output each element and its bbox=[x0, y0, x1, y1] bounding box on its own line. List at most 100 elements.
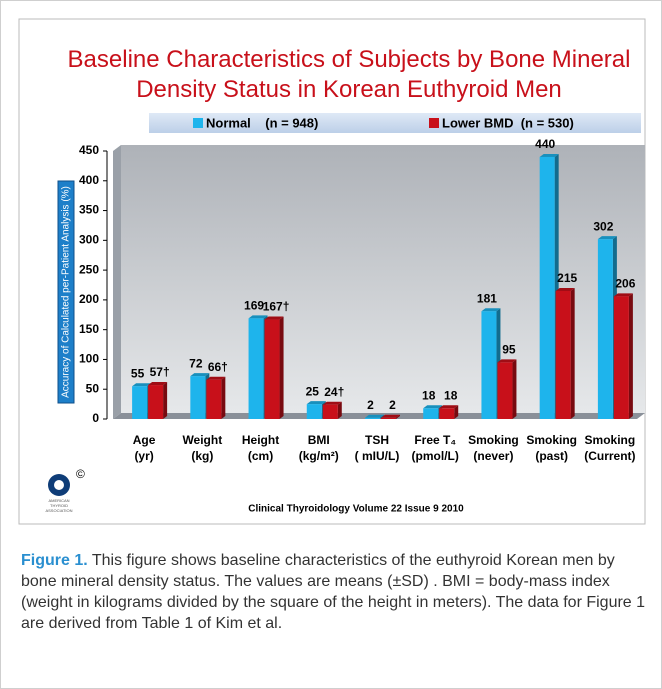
bar bbox=[132, 386, 148, 419]
y-tick-label: 200 bbox=[79, 292, 99, 306]
x-tick-label: Free T₄ (pmol/L) bbox=[412, 433, 459, 463]
value-label: 72 bbox=[189, 356, 203, 370]
bar bbox=[481, 311, 497, 419]
bar bbox=[439, 408, 455, 419]
value-label: 167† bbox=[263, 300, 290, 314]
y-tick-label: 0 bbox=[92, 411, 99, 425]
source: Clinical Thyroidology Volume 22 Issue 9 … bbox=[248, 504, 464, 515]
value-label: 206 bbox=[615, 276, 635, 290]
bar-top bbox=[439, 405, 459, 409]
bar bbox=[381, 417, 396, 419]
legend-band bbox=[149, 113, 641, 133]
bar-top bbox=[613, 293, 633, 297]
x-tick-label: BMI (kg/m²) bbox=[299, 433, 339, 463]
y-tick-label: 50 bbox=[86, 381, 100, 395]
value-label: 24† bbox=[324, 385, 344, 399]
legend-label: Lower BMD (n = 530) bbox=[442, 115, 574, 130]
x-tick-label: Smoking (past) bbox=[526, 433, 577, 463]
logo-inner bbox=[54, 480, 64, 490]
bar-top bbox=[206, 376, 226, 380]
bar-side bbox=[512, 359, 517, 419]
bar bbox=[497, 362, 513, 419]
bar-top bbox=[597, 236, 617, 240]
caption-text: This figure shows baseline characteristi… bbox=[21, 552, 646, 632]
bar-top bbox=[306, 401, 326, 405]
legend-swatch bbox=[429, 118, 439, 128]
bar-top bbox=[539, 153, 559, 157]
y-tick-label: 100 bbox=[79, 352, 99, 366]
value-label: 57† bbox=[150, 365, 170, 379]
value-label: 95 bbox=[502, 343, 516, 357]
value-label: 302 bbox=[593, 219, 613, 233]
y-axis-label: Accuracy of Calculated per-Patient Analy… bbox=[61, 186, 72, 398]
bar-top bbox=[497, 359, 517, 363]
y-axis-label-box bbox=[57, 180, 75, 404]
value-label: 215 bbox=[557, 271, 577, 285]
bar-side bbox=[221, 376, 226, 419]
bar bbox=[423, 408, 439, 419]
side-wall bbox=[113, 145, 121, 419]
x-tick-label: Height (cm) bbox=[242, 433, 279, 463]
bar-side bbox=[279, 316, 284, 419]
bar-side bbox=[337, 401, 342, 419]
chart-title: Baseline Characteristics of Subjects by … bbox=[68, 46, 631, 103]
bar-top bbox=[248, 315, 268, 319]
logo: © bbox=[48, 467, 85, 496]
bar bbox=[539, 156, 555, 419]
x-tick-label: Weight (kg) bbox=[182, 433, 222, 463]
value-label: 18 bbox=[444, 388, 458, 402]
chart: Baseline Characteristics of Subjects by … bbox=[18, 18, 646, 525]
x-tick-label: Smoking (never) bbox=[468, 433, 519, 463]
y-tick-label: 400 bbox=[79, 173, 99, 187]
logo-text: ASSOCIATION bbox=[45, 508, 72, 513]
bar-side bbox=[163, 382, 168, 419]
x-tick-label: Smoking (Current) bbox=[584, 433, 635, 463]
logo-copyright: © bbox=[76, 467, 85, 481]
bar-top bbox=[264, 316, 284, 320]
bar-top bbox=[381, 414, 400, 418]
bar bbox=[555, 290, 571, 419]
bar bbox=[365, 417, 380, 419]
y-tick-label: 150 bbox=[79, 322, 99, 336]
caption: Figure 1. This figure shows baseline cha… bbox=[21, 550, 646, 634]
bar bbox=[597, 239, 613, 419]
value-label: 169 bbox=[244, 299, 264, 313]
bar-side bbox=[454, 405, 459, 419]
bar bbox=[190, 376, 206, 419]
value-label: 440 bbox=[535, 137, 555, 151]
value-label: 55 bbox=[131, 366, 145, 380]
legend-swatch bbox=[193, 118, 203, 128]
y-tick-label: 300 bbox=[79, 233, 99, 247]
x-tick-label: TSH( mIU/L) bbox=[355, 433, 400, 463]
bar-side bbox=[628, 293, 633, 419]
bar bbox=[148, 385, 164, 419]
bar bbox=[206, 379, 222, 419]
caption-label: Figure 1. bbox=[21, 552, 88, 569]
bar-top bbox=[365, 414, 384, 418]
bar bbox=[322, 404, 338, 419]
value-label: 181 bbox=[477, 291, 497, 305]
logo-text: THYROID bbox=[50, 503, 68, 508]
bar bbox=[306, 404, 322, 419]
value-label: 18 bbox=[422, 388, 436, 402]
bar-side bbox=[396, 414, 400, 419]
bar bbox=[613, 296, 629, 419]
bar-top bbox=[190, 373, 210, 377]
y-tick-label: 350 bbox=[79, 203, 99, 217]
value-label: 66† bbox=[208, 360, 228, 374]
bar-top bbox=[148, 382, 168, 386]
y-tick-label: 250 bbox=[79, 262, 99, 276]
legend-label: Normal (n = 948) bbox=[206, 115, 318, 130]
x-tick-label: Age (yr) bbox=[133, 433, 156, 463]
bar bbox=[248, 318, 264, 419]
logo-text: AMERICAN bbox=[48, 498, 69, 503]
bar-top bbox=[481, 308, 501, 312]
y-tick-label: 450 bbox=[79, 143, 99, 157]
bar bbox=[264, 319, 280, 419]
value-label: 2 bbox=[389, 398, 396, 412]
bar-top bbox=[322, 401, 342, 405]
value-label: 25 bbox=[306, 384, 320, 398]
bar-top bbox=[423, 405, 443, 409]
bar-top bbox=[132, 383, 152, 387]
